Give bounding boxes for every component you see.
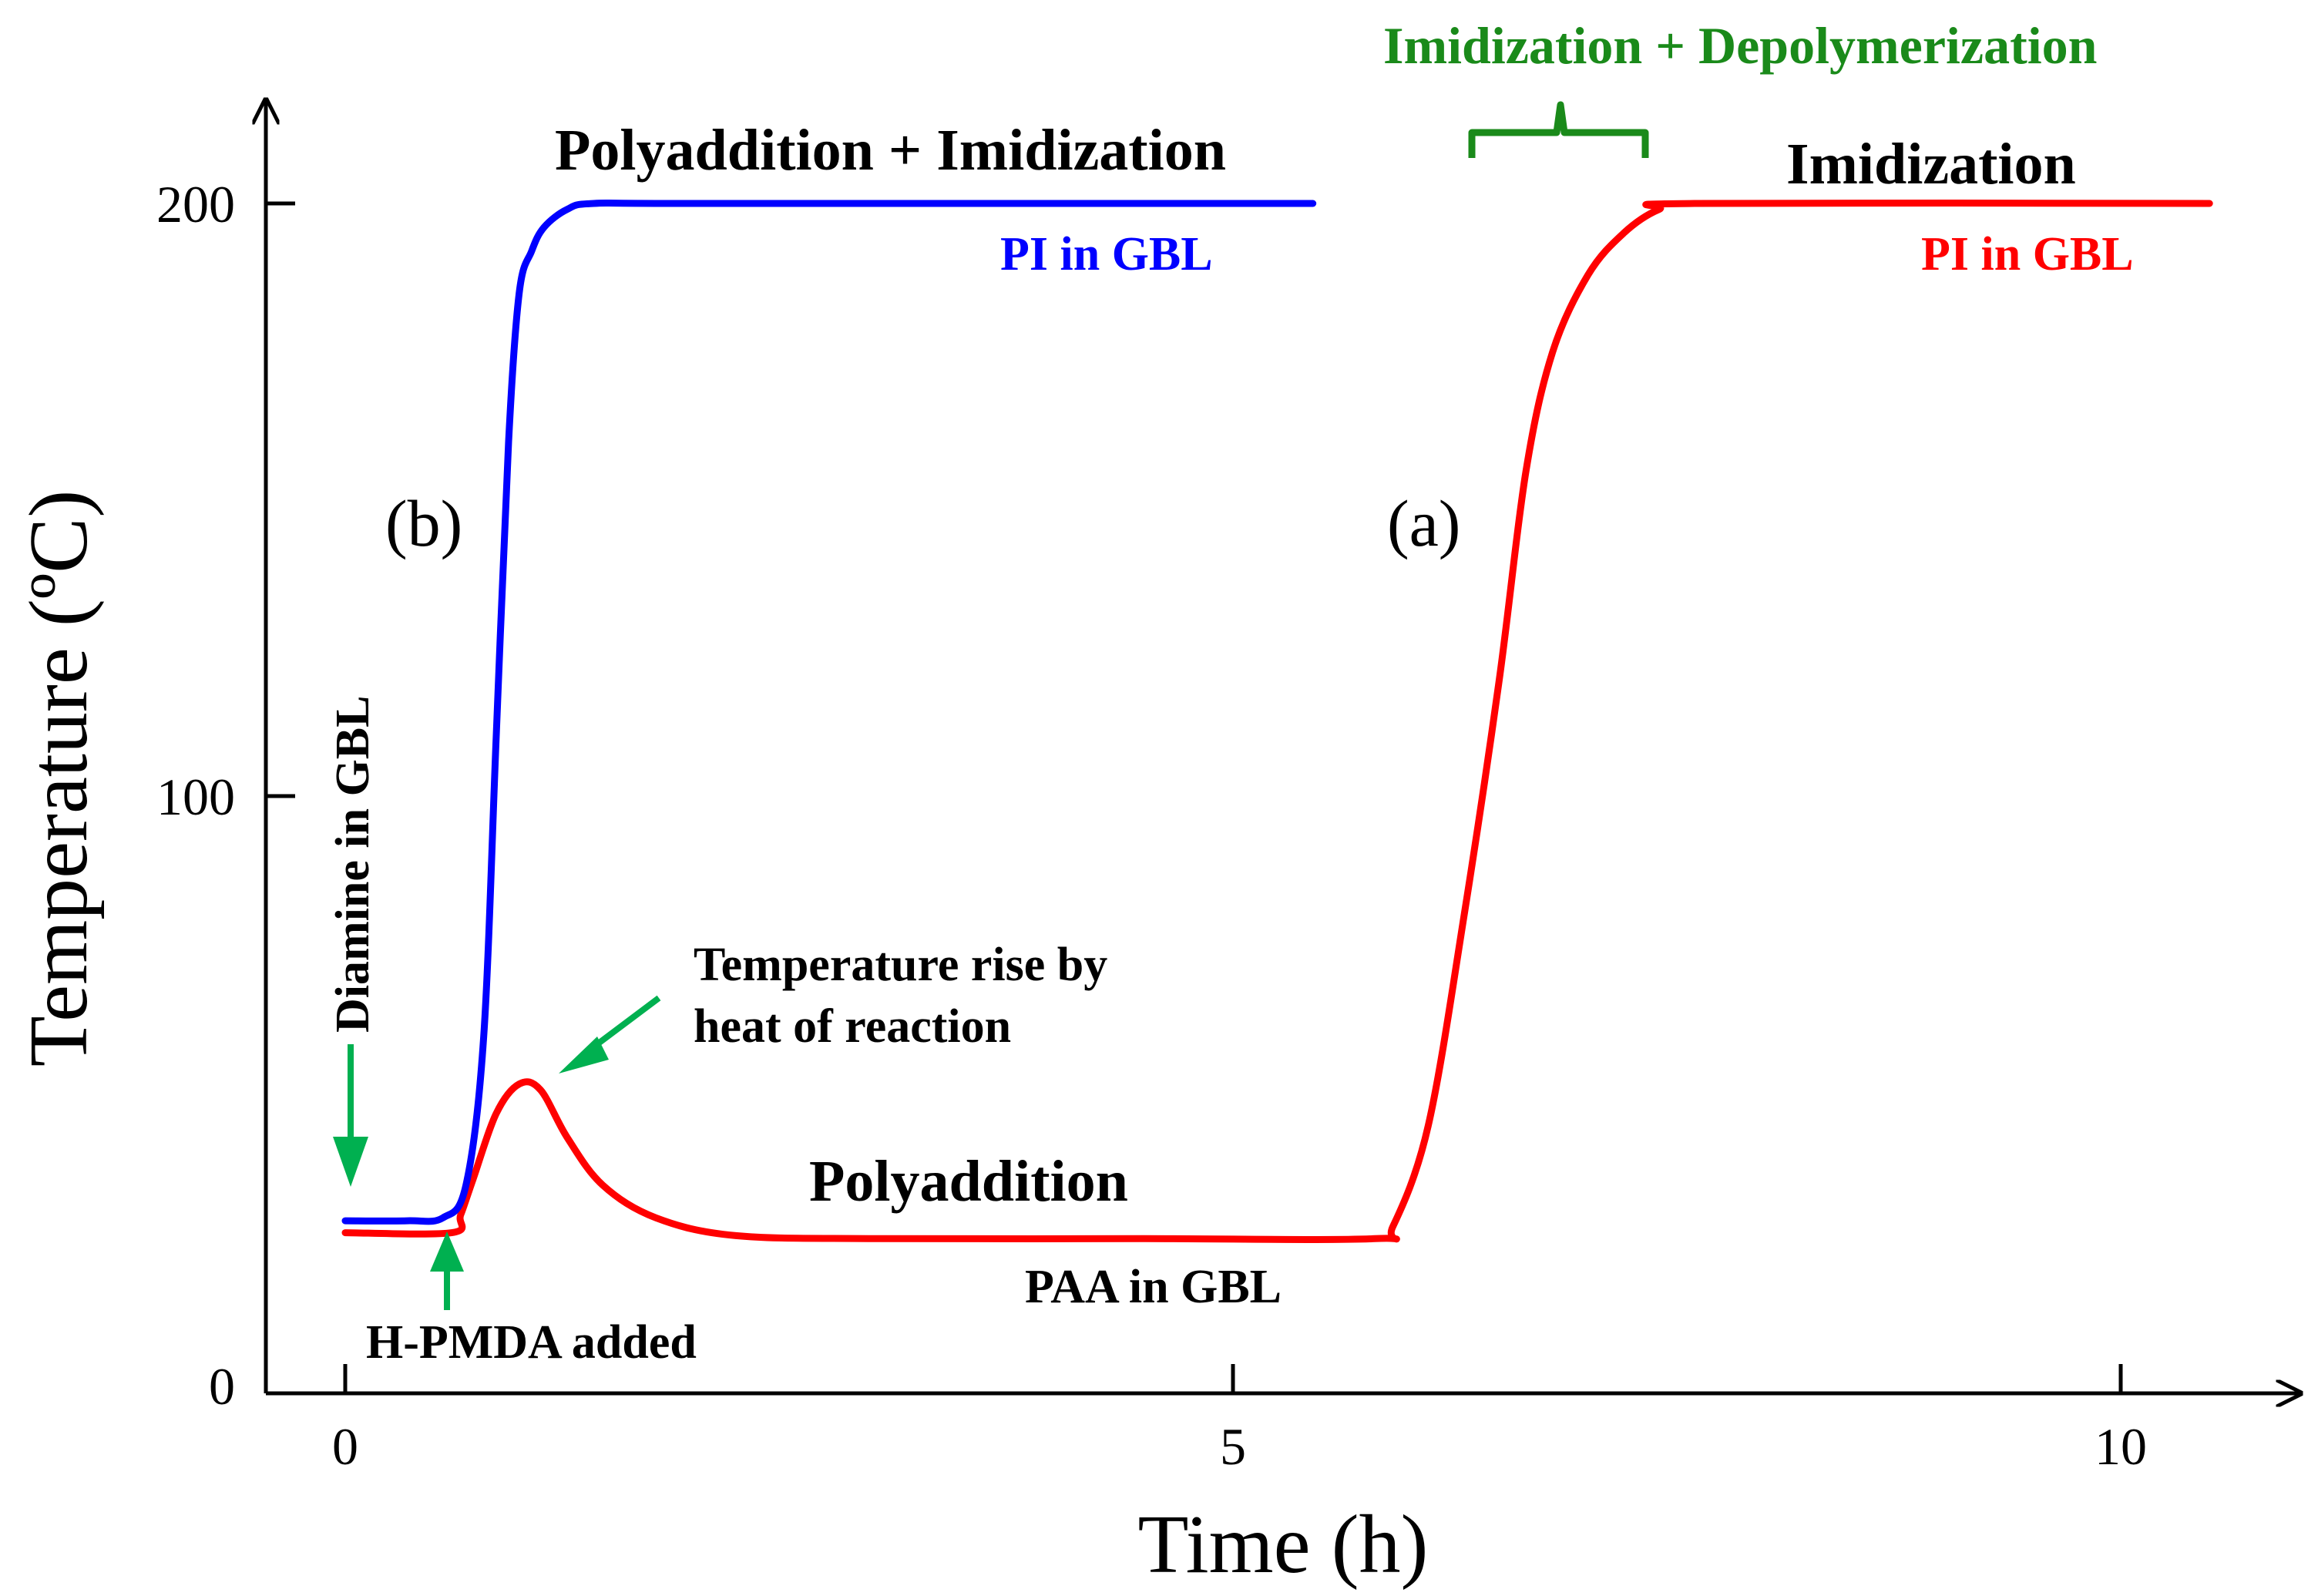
- ticks: [266, 201, 2123, 1393]
- annotation-temperature-rise-line2: heat of reaction: [694, 1000, 1011, 1053]
- annotation-temperature-rise-line1: Temperature rise by: [694, 939, 1107, 991]
- annotation-imidization: Imidization: [1786, 132, 2076, 197]
- arrow-icon-temperature-rise: [559, 995, 661, 1074]
- annotation-imidization-depolymerization: Imidization + Depolymerization: [1383, 16, 2097, 75]
- annotation-paa-in-gbl: PAA in GBL: [1025, 1261, 1282, 1313]
- axes: [266, 100, 2300, 1393]
- x-axis-label: Time (h): [1137, 1499, 1428, 1591]
- tick-labels: 0 5 10 0 100 200: [156, 175, 2147, 1476]
- x-tick-label-0: 0: [332, 1417, 358, 1476]
- series-line-a: [341, 199, 2213, 1243]
- y-tick-label-100: 100: [156, 768, 235, 826]
- brace-icon: [1468, 101, 1649, 158]
- arrow-icon-h-pmda: [430, 1231, 464, 1310]
- annotation-diamine-in-gbl: Diamine in GBL: [327, 695, 379, 1033]
- series-label-a: (a): [1387, 486, 1460, 560]
- y-tick-label-0: 0: [209, 1357, 235, 1416]
- annotation-polyaddition: Polyaddition: [809, 1149, 1128, 1214]
- annotation-polyaddition-imidization: Polyaddition + Imidization: [555, 118, 1226, 183]
- annotation-h-pmda-added: H-PMDA added: [366, 1316, 697, 1369]
- x-tick-label-10: 10: [2095, 1417, 2147, 1476]
- y-axis-label: Temperature (ºC): [13, 490, 105, 1067]
- arrow-icon-diamine: [333, 1044, 368, 1187]
- annotation-pi-in-gbl-red: PI in GBL: [1921, 228, 2134, 281]
- y-tick-label-200: 200: [156, 175, 235, 234]
- annotation-pi-in-gbl-blue: PI in GBL: [1000, 228, 1213, 281]
- series-layer: [341, 199, 2213, 1243]
- x-tick-label-5: 5: [1220, 1417, 1246, 1476]
- annotations: Polyaddition + Imidization PI in GBL Imi…: [327, 16, 2134, 1369]
- series-line-b: [341, 199, 1317, 1225]
- series-label-b: (b): [385, 486, 462, 560]
